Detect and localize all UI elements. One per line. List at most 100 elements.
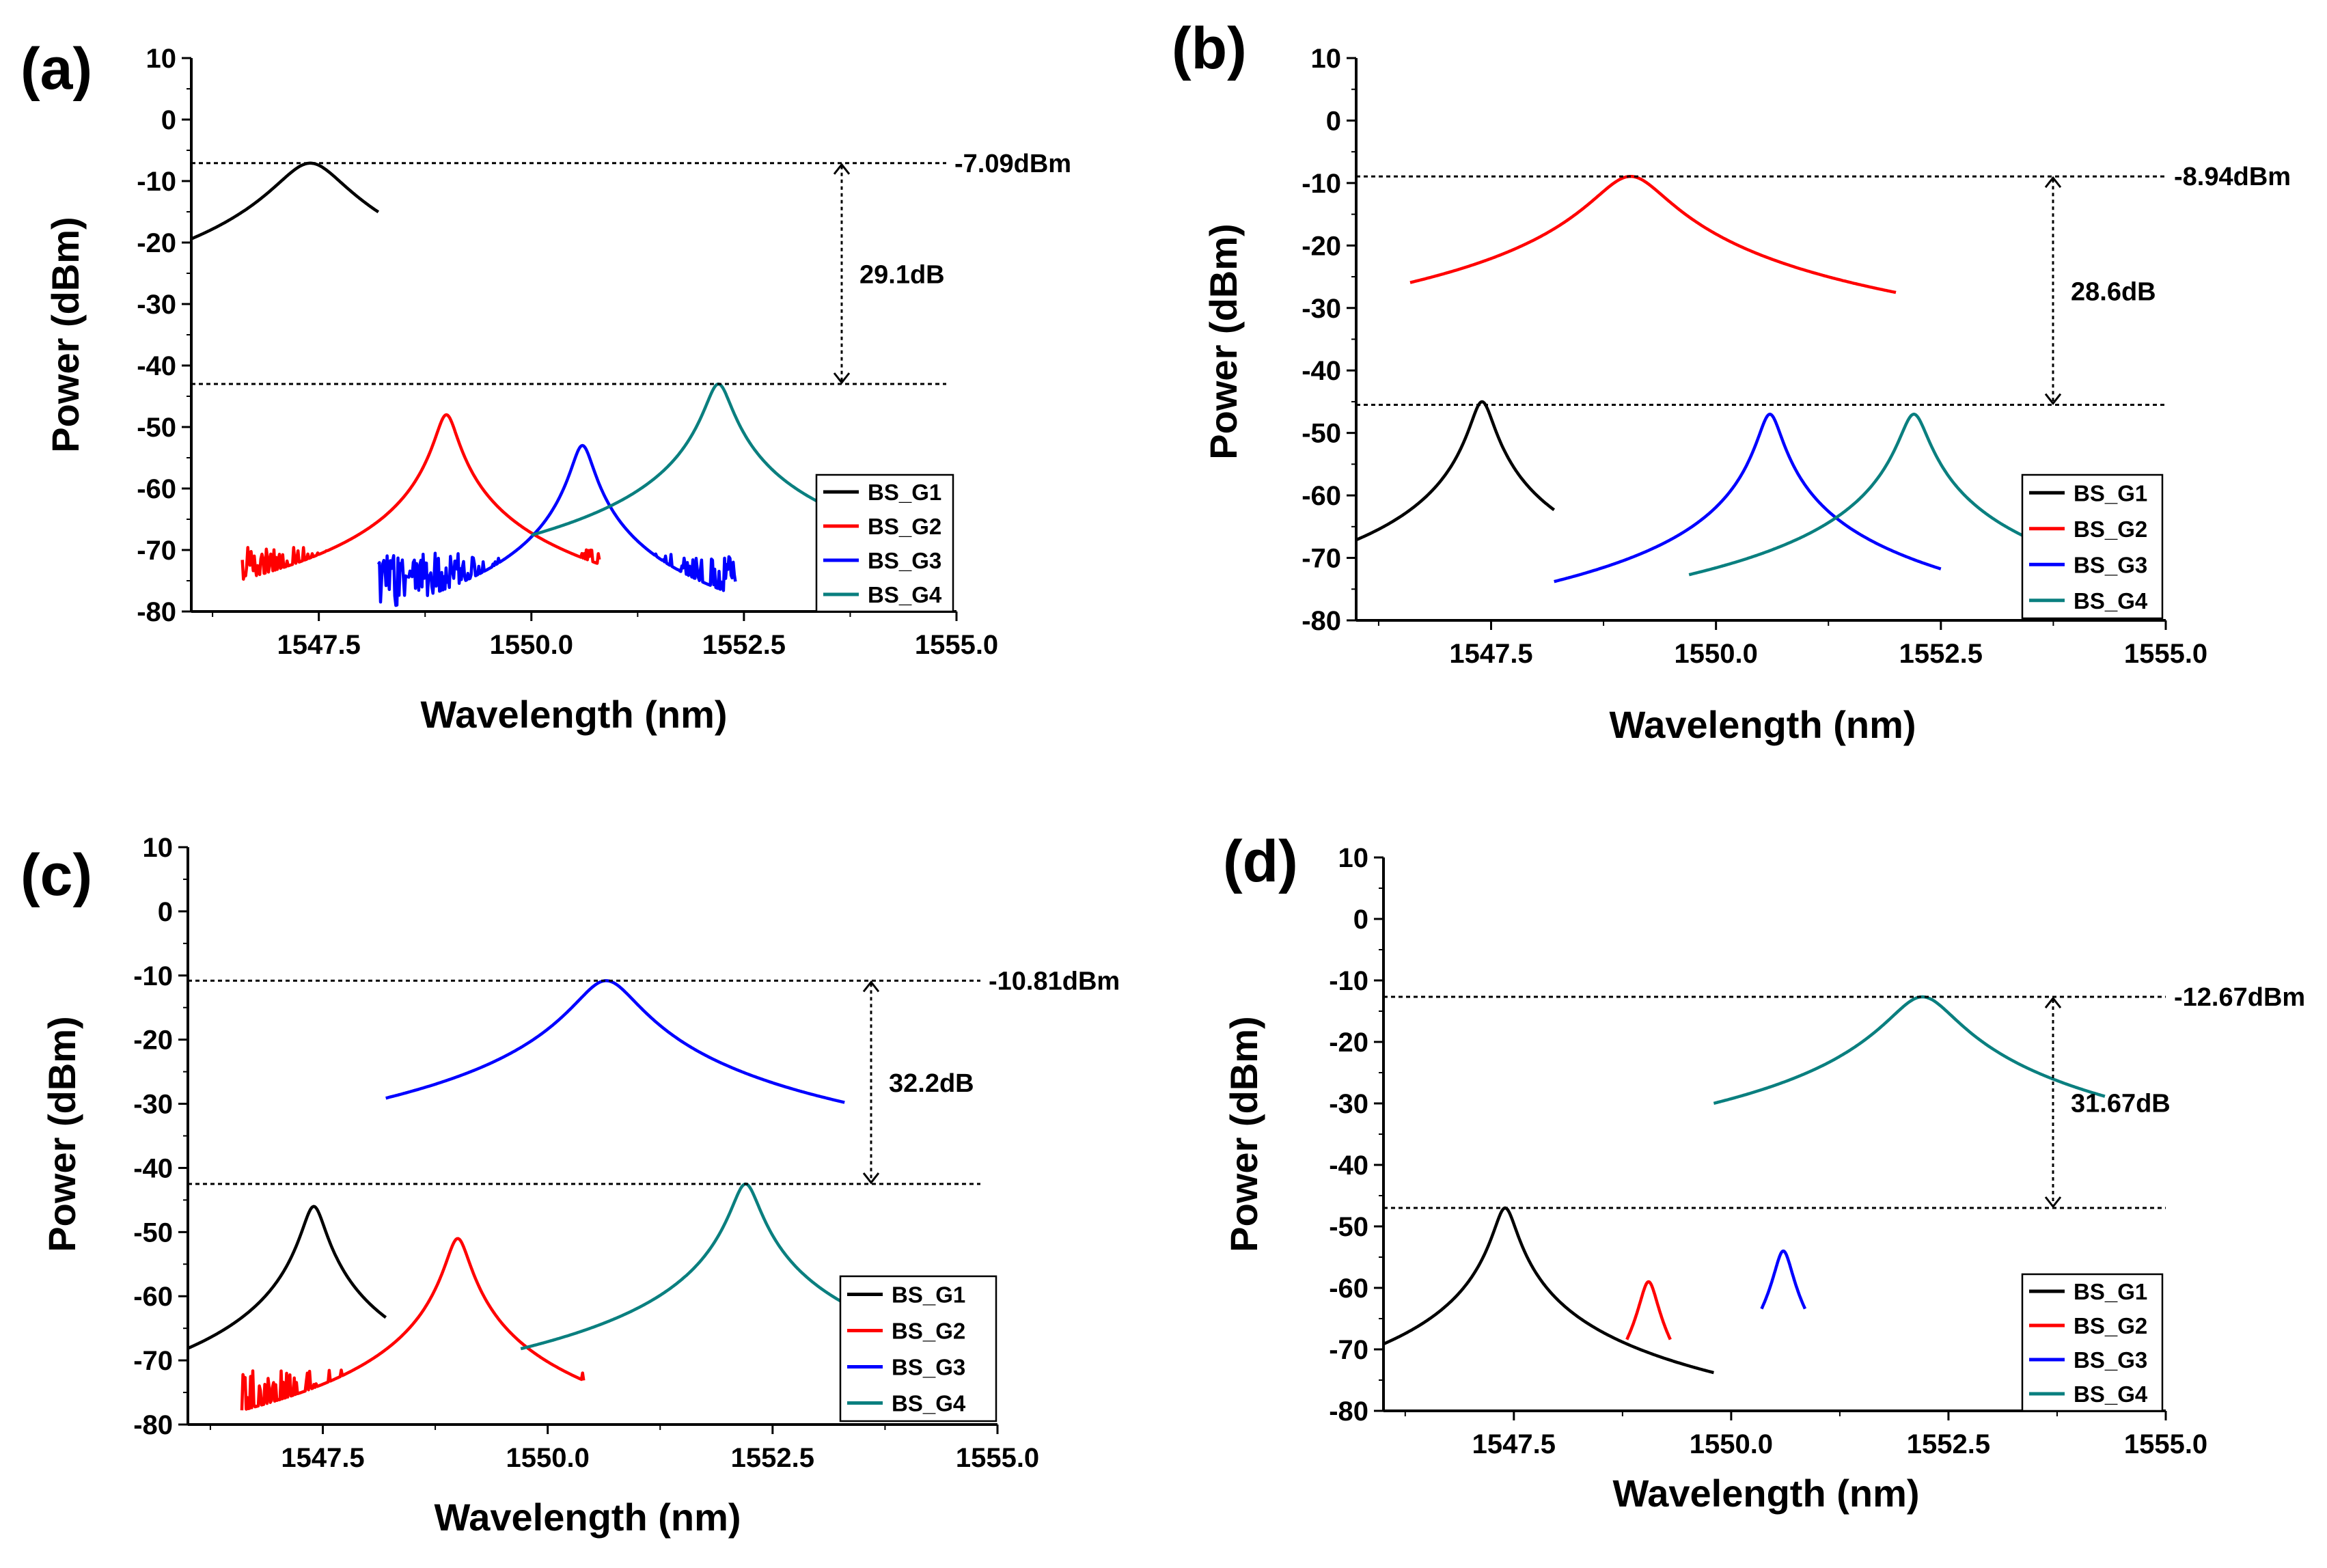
arrow-head-down <box>833 372 851 385</box>
arrow-head-down <box>2044 1196 2062 1209</box>
series-line <box>240 413 601 581</box>
legend-box <box>2021 473 2164 620</box>
peak-power-label: -12.67dBm <box>2174 983 2305 1012</box>
panel-label: (a) <box>20 36 92 102</box>
y-tick-label: -80 <box>1329 1397 1368 1427</box>
chart-panel: (c) 10 0 -10 -20 -30 -40 -50 -60 -70 -80 1547.5 1550… <box>20 833 1120 1539</box>
y-tick-label: -60 <box>1329 1274 1368 1304</box>
x-tick-label: 1552.5 <box>1907 1429 1990 1459</box>
x-tick-label: 1552.5 <box>1899 639 1983 669</box>
legend-label: BS_G4 <box>2074 1381 2148 1407</box>
arrow-head-up <box>2044 996 2062 1008</box>
legend-label: BS_G1 <box>868 480 941 505</box>
series-line <box>1713 995 2106 1105</box>
x-axis-label: Wavelength (nm) <box>1612 1472 1919 1515</box>
legend-label: BS_G1 <box>2074 1279 2147 1304</box>
legend-box <box>2021 1273 2164 1412</box>
legend-label: BS_G4 <box>892 1391 966 1416</box>
y-tick-label: 10 <box>1338 843 1369 873</box>
x-tick-label: 1550.0 <box>1674 639 1757 669</box>
x-tick-label: 1547.5 <box>281 1443 364 1473</box>
y-tick-label: -70 <box>1329 1335 1368 1365</box>
y-tick-label: -30 <box>1329 1089 1368 1119</box>
chart-panel: (a) 10 0 -10 -20 -30 -40 -50 -60 -70 -80 1547.5 1550… <box>20 36 1071 736</box>
y-tick-label: -60 <box>1302 481 1341 511</box>
x-tick-label: 1555.0 <box>956 1443 1039 1473</box>
legend: BS_G1 BS_G2 BS_G3 BS_G4 <box>2021 473 2164 620</box>
y-tick-label: -50 <box>1329 1212 1368 1242</box>
panel-label: (c) <box>20 842 92 908</box>
y-tick-label: 0 <box>1353 905 1368 935</box>
series-group <box>191 161 855 607</box>
y-tick-label: 10 <box>1311 44 1342 74</box>
series-line <box>1760 1249 1807 1310</box>
legend: BS_G1 BS_G2 BS_G3 BS_G4 <box>2021 1273 2164 1412</box>
y-axis-label: Power (dBm) <box>1222 1016 1265 1252</box>
x-tick-label: 1547.5 <box>277 630 360 660</box>
x-tick-label: 1550.0 <box>1690 1429 1773 1459</box>
x-tick-label: 1555.0 <box>2124 1429 2207 1459</box>
y-tick-label: -50 <box>133 1218 173 1248</box>
y-axis-label: Power (dBm) <box>44 217 87 452</box>
difference-label: 29.1dB <box>859 260 945 289</box>
legend-box <box>839 1275 997 1422</box>
series-line <box>520 1182 890 1351</box>
y-tick-label: -20 <box>137 228 176 258</box>
x-tick-label: 1552.5 <box>731 1443 814 1473</box>
chart-panel: (d) 10 0 -10 -20 -30 -40 -50 -60 -70 -80 1547.5 1550… <box>1222 829 2305 1515</box>
legend-label: BS_G1 <box>892 1282 965 1308</box>
y-tick-label: -70 <box>137 536 176 566</box>
y-tick-label: -60 <box>137 474 176 504</box>
y-tick-label: -10 <box>133 961 173 991</box>
y-tick-label: -20 <box>133 1026 173 1056</box>
peak-power-label: -7.09dBm <box>954 150 1071 178</box>
series-line <box>1554 413 1942 583</box>
panel-label: (d) <box>1223 829 1298 894</box>
y-tick-label: -80 <box>1302 606 1341 636</box>
y-axis-label: Power (dBm) <box>1202 223 1245 459</box>
legend-label: BS_G2 <box>892 1319 965 1344</box>
y-axis-label: Power (dBm) <box>40 1016 83 1252</box>
x-tick-label: 1547.5 <box>1472 1429 1556 1459</box>
series-line <box>531 382 855 537</box>
series-group <box>1356 174 2058 583</box>
y-tick-label: -40 <box>133 1153 173 1183</box>
series-line <box>191 161 380 240</box>
difference-label: 31.67dB <box>2071 1090 2171 1118</box>
y-tick-label: -20 <box>1302 231 1341 261</box>
peak-power-label: -8.94dBm <box>2174 163 2291 191</box>
y-tick-label: -70 <box>1302 544 1341 574</box>
x-tick-label: 1555.0 <box>2124 639 2207 669</box>
legend-label: BS_G2 <box>2074 1313 2147 1338</box>
series-line <box>385 979 845 1104</box>
y-tick-label: -60 <box>133 1282 173 1312</box>
y-tick-label: -30 <box>137 290 176 320</box>
arrow-head-down <box>2044 393 2062 405</box>
arrow-head-up <box>833 163 851 175</box>
difference-label: 32.2dB <box>889 1069 974 1098</box>
y-tick-label: -40 <box>1302 356 1341 386</box>
legend-label: BS_G2 <box>868 514 941 539</box>
chart-panel: (b) 10 0 -10 -20 -30 -40 -50 -60 -70 -80 1547.5 1550… <box>1172 16 2291 746</box>
series-line <box>376 443 737 607</box>
series-line <box>1409 174 1897 294</box>
y-tick-label: -50 <box>137 413 176 443</box>
series-line <box>1383 1206 1715 1375</box>
y-tick-label: 10 <box>143 833 174 863</box>
y-tick-label: -40 <box>137 351 176 381</box>
y-tick-label: 10 <box>146 44 177 74</box>
y-tick-label: -30 <box>1302 294 1341 324</box>
legend-label: BS_G3 <box>868 548 941 573</box>
legend: BS_G1 BS_G2 BS_G3 BS_G4 <box>815 473 954 613</box>
legend-label: BS_G2 <box>2074 517 2147 542</box>
x-tick-label: 1555.0 <box>915 630 998 660</box>
series-line <box>1688 413 2058 577</box>
series-group <box>1383 995 2106 1375</box>
x-axis-label: Wavelength (nm) <box>1609 703 1916 746</box>
y-tick-label: -10 <box>1302 169 1341 199</box>
y-tick-label: -40 <box>1329 1151 1368 1181</box>
y-tick-label: -80 <box>133 1410 173 1440</box>
legend-box <box>815 473 954 613</box>
y-tick-label: -20 <box>1329 1028 1368 1058</box>
